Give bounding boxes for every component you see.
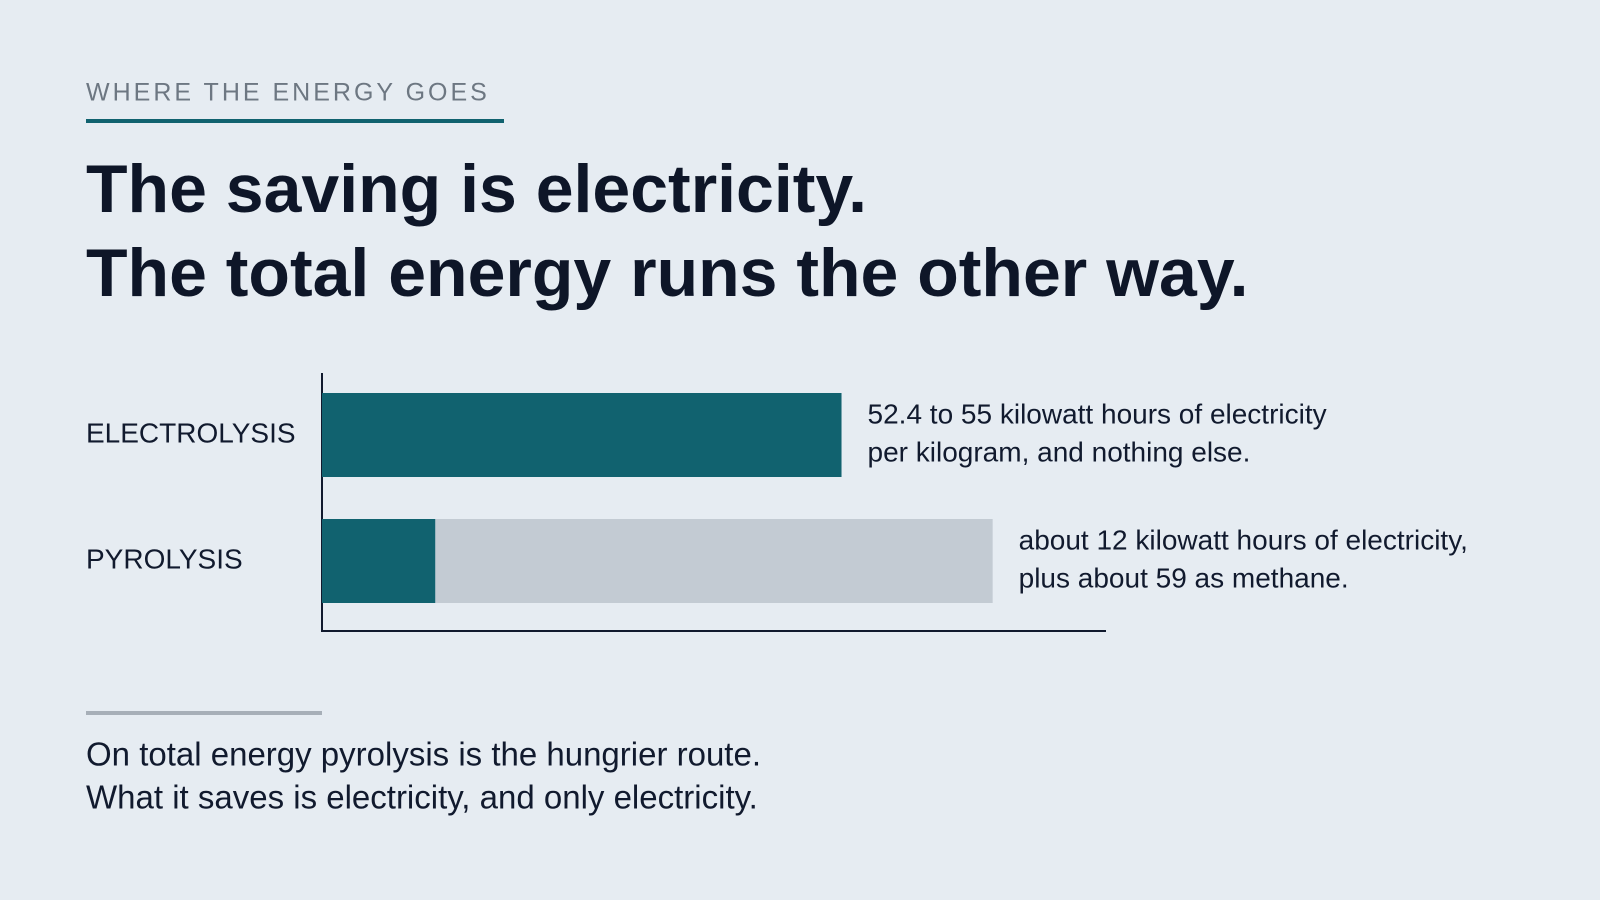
footnote-line: On total energy pyrolysis is the hungrie…: [86, 736, 761, 773]
category-label: PYROLYSIS: [86, 543, 243, 574]
title-line: The total energy runs the other way.: [86, 235, 1249, 311]
bar-segment: [435, 519, 993, 603]
eyebrow: WHERE THE ENERGY GOES: [86, 79, 490, 107]
footnote-line: What it saves is electricity, and only e…: [86, 779, 758, 816]
annotation: about 12 kilowatt hours of electricity,: [1019, 524, 1468, 555]
title-line: The saving is electricity.: [86, 151, 867, 227]
bar-segment: [322, 393, 842, 477]
annotation: plus about 59 as methane.: [1019, 562, 1349, 593]
annotation: per kilogram, and nothing else.: [868, 436, 1251, 467]
eyebrow-underline: [86, 119, 504, 123]
bar-segment: [322, 519, 436, 603]
annotation: 52.4 to 55 kilowatt hours of electricity: [868, 398, 1327, 429]
category-label: ELECTROLYSIS: [86, 417, 296, 448]
footnote-rule: [86, 711, 322, 715]
